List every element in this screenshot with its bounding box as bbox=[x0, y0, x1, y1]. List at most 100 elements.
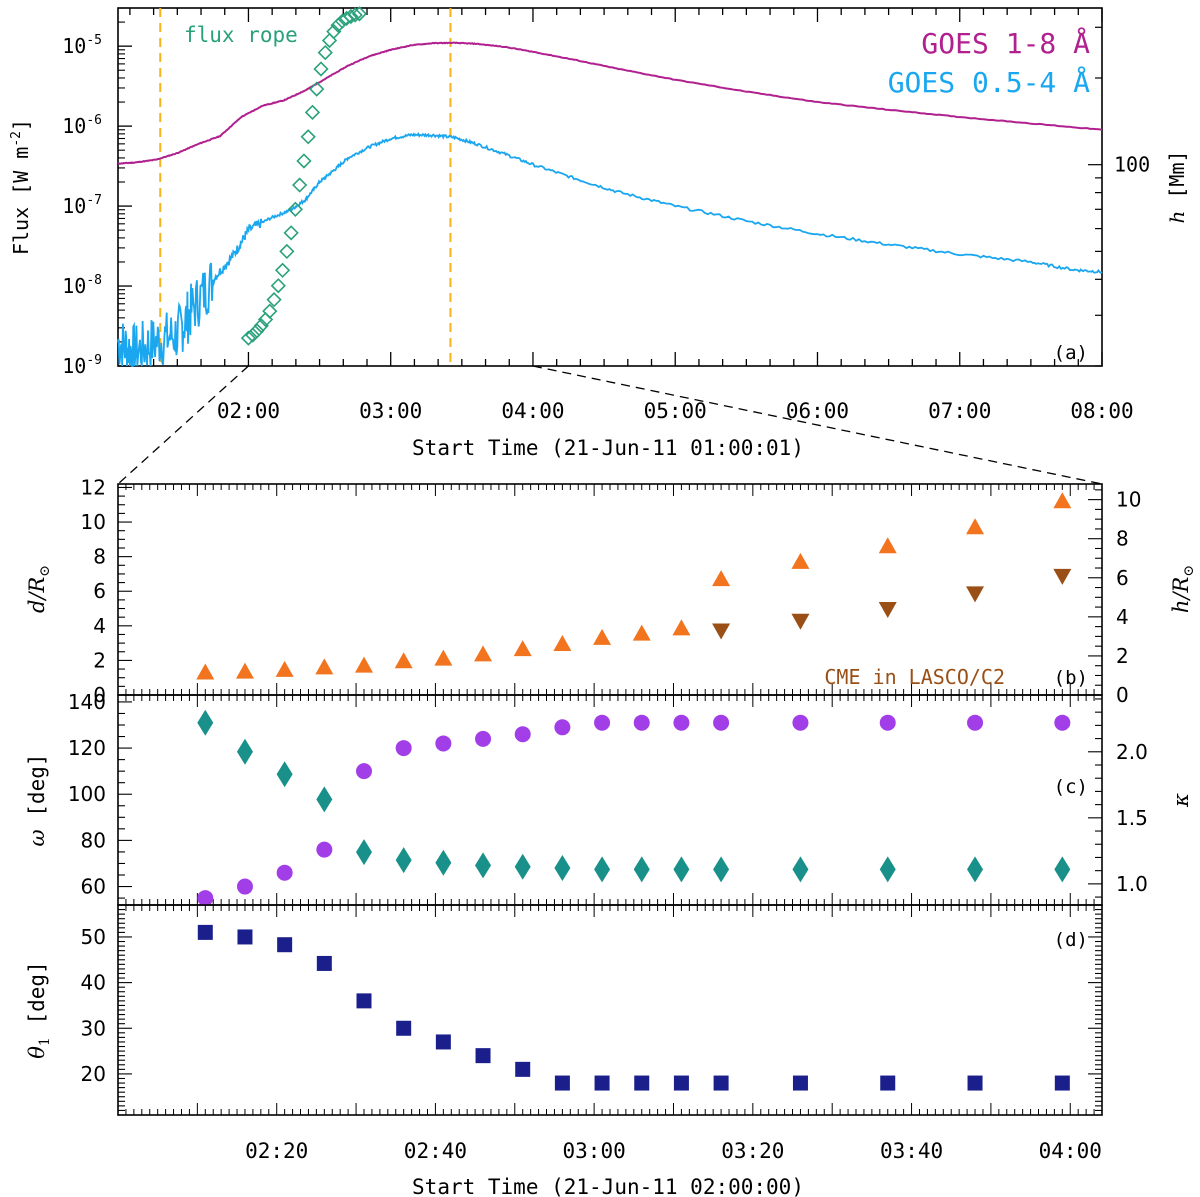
pd-ytick-label: 20 bbox=[81, 1062, 106, 1086]
panel-d-xtick-label: 02:20 bbox=[245, 1139, 308, 1163]
panel-a-y2tick-label: 100 bbox=[1114, 153, 1150, 177]
panel-d-xtick-label: 03:40 bbox=[880, 1139, 943, 1163]
panel-d-frame bbox=[117, 904, 1103, 1116]
pb-marker-d bbox=[474, 645, 493, 662]
panel-a-y2label-sym: h bbox=[1165, 211, 1189, 224]
panel-a-ytick-label: 10-9 bbox=[62, 353, 102, 378]
panel-a-labels: 02:00 03:00 04:00 05:00 06:00 07:00 08:0010-91… bbox=[62, 33, 1150, 423]
panel-a-ytick-label: 10-5 bbox=[62, 33, 102, 58]
pc-marker-omega bbox=[475, 730, 492, 747]
pd-ytick-label: 30 bbox=[81, 1016, 106, 1040]
panel-d-xtick-label: 04:00 bbox=[1039, 1139, 1102, 1163]
pb-marker-d bbox=[315, 658, 334, 675]
panel-d-xtick-label: 03:00 bbox=[563, 1139, 626, 1163]
panel-b-label: (b) bbox=[1054, 667, 1088, 689]
pd-marker-theta bbox=[515, 1061, 531, 1077]
pc-y2tick-label: 1.5 bbox=[1116, 806, 1148, 830]
pc-y2tick-label: 2.0 bbox=[1116, 740, 1148, 764]
pc-marker-omega bbox=[197, 890, 214, 907]
panel-d: 20 30 40 50 02:20 02:40 03:00 03:20 03:40 04:00 (… bbox=[25, 904, 1103, 1197]
pb-y2tick-label: 10 bbox=[1116, 488, 1141, 512]
pc-ytick-label: 60 bbox=[81, 875, 106, 899]
pd-marker-theta bbox=[1054, 1075, 1070, 1091]
pc-marker-omega bbox=[633, 714, 650, 731]
pb-marker-cme bbox=[1053, 568, 1072, 585]
pb-ytick-label: 8 bbox=[93, 545, 106, 569]
panel-d-xlabel: Start Time (21-Jun-11 02:00:00) bbox=[412, 1175, 804, 1197]
panel-b-ylabel-rest: /R bbox=[25, 577, 49, 602]
panel-c-ylabel: ω [deg] bbox=[25, 754, 49, 847]
panel-c-ylabel-rest: [deg] bbox=[25, 754, 49, 830]
panel-d-ylabel-sym: θ bbox=[25, 1046, 49, 1059]
panel-a-ylabel: Flux [W m-2] bbox=[9, 119, 33, 255]
zoom-line-right bbox=[532, 365, 1103, 485]
pc-marker-kappa bbox=[435, 849, 452, 876]
panel-d-ticks bbox=[117, 904, 1103, 1116]
flux-rope-marker bbox=[304, 104, 321, 120]
flux-rope-marker bbox=[351, 6, 368, 22]
panel-b-y2label-sub: ⊙ bbox=[1181, 565, 1197, 577]
pc-marker-omega bbox=[673, 714, 690, 731]
pc-y2tick-label: 1.0 bbox=[1116, 872, 1148, 896]
pd-marker-theta bbox=[634, 1075, 650, 1091]
panel-d-label: (d) bbox=[1054, 929, 1088, 951]
panel-b: 0 2 4 6 8 10 12 0 2 4 6 8 10 (b) CME in LASCO/C2 d/R… bbox=[25, 475, 1197, 707]
ytick-exp: -9 bbox=[86, 353, 102, 368]
pc-marker-omega bbox=[792, 714, 809, 731]
pc-marker-kappa bbox=[395, 847, 412, 874]
pc-marker-omega bbox=[594, 714, 611, 731]
panel-a-vlines bbox=[159, 8, 452, 366]
flux-rope-marker bbox=[330, 17, 346, 33]
flux-rope-marker bbox=[309, 81, 325, 97]
ytick-exp: -8 bbox=[86, 273, 102, 288]
pd-marker-theta bbox=[792, 1075, 808, 1091]
pb-marker-d bbox=[712, 570, 731, 587]
panel-d-ylabel-sub: 1 bbox=[37, 1037, 53, 1046]
pc-marker-kappa bbox=[514, 853, 531, 880]
panel-c-ylabel-sym: ω bbox=[25, 829, 49, 846]
flux-rope-marker bbox=[287, 201, 304, 217]
panel-d-ylabel-rest: [deg] bbox=[25, 961, 49, 1037]
ytick-base: 10 bbox=[62, 274, 86, 298]
panel-a-xtick-label: 04:00 bbox=[501, 399, 564, 423]
pc-ytick-label: 100 bbox=[68, 782, 106, 806]
pc-marker-omega bbox=[236, 878, 253, 895]
pd-marker-theta bbox=[880, 1075, 896, 1091]
pc-marker-omega bbox=[435, 735, 452, 752]
pb-marker-d bbox=[1053, 492, 1072, 509]
pb-marker-d bbox=[196, 663, 215, 680]
pc-marker-kappa bbox=[554, 855, 571, 882]
pc-marker-omega bbox=[967, 714, 984, 731]
panel-a-ylabel-end: ] bbox=[9, 119, 33, 131]
pd-marker-theta bbox=[356, 993, 372, 1009]
panel-b-ylabel: d/R⊙ bbox=[25, 565, 53, 613]
flux-rope-marker bbox=[283, 225, 299, 241]
panel-b-frame bbox=[117, 483, 1103, 696]
pb-marker-d bbox=[553, 634, 572, 651]
panel-d-xtick-label: 03:20 bbox=[721, 1139, 784, 1163]
panel-a-ylabel-main: Flux [W m bbox=[9, 147, 33, 255]
pc-marker-kappa bbox=[236, 738, 253, 765]
pc-marker-kappa bbox=[356, 839, 372, 866]
pb-marker-d bbox=[791, 552, 810, 569]
ytick-base: 10 bbox=[62, 34, 86, 58]
pc-marker-kappa bbox=[967, 856, 984, 883]
flux-rope-marker bbox=[326, 23, 342, 40]
ytick-base: 10 bbox=[62, 354, 86, 378]
cme-annotation: CME in LASCO/C2 bbox=[824, 665, 1005, 689]
panel-b-labels: 0 2 4 6 8 10 12 0 2 4 6 8 10 bbox=[81, 475, 1142, 707]
pb-marker-d bbox=[235, 662, 254, 679]
flux-rope-marker bbox=[274, 262, 291, 278]
pd-ytick-label: 50 bbox=[81, 925, 106, 949]
legend-goes-05-4: GOES 0.5-4 Å bbox=[888, 65, 1090, 99]
flux-rope-marker bbox=[270, 278, 286, 294]
panel-a-label: (a) bbox=[1054, 342, 1088, 364]
pb-marker-d bbox=[394, 652, 413, 669]
flux-rope-marker bbox=[279, 243, 295, 260]
panel-a-xtick-label: 05:00 bbox=[644, 399, 707, 423]
pb-marker-d bbox=[672, 619, 691, 636]
panel-a-xtick-label: 07:00 bbox=[928, 399, 991, 423]
flux-rope-marker bbox=[240, 330, 257, 346]
flux-rope-marker bbox=[313, 61, 329, 77]
pb-marker-d bbox=[434, 649, 453, 666]
